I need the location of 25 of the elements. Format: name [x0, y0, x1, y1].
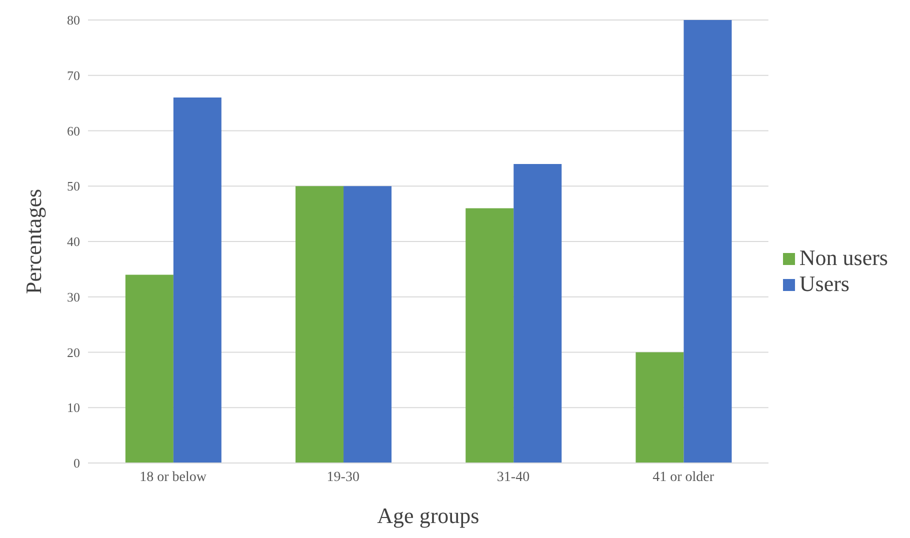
bar — [514, 164, 562, 463]
legend-label: Non users — [799, 244, 888, 270]
y-axis-title: Percentages — [20, 188, 46, 294]
y-tick-label: 80 — [67, 12, 80, 28]
legend-label: Users — [799, 270, 850, 296]
x-tick-label: 18 or below — [140, 470, 208, 485]
bar — [173, 98, 222, 463]
y-tick-label: 20 — [67, 344, 80, 360]
bar — [296, 186, 344, 463]
y-tick-label: 70 — [67, 68, 80, 83]
y-tick-label: 0 — [74, 456, 80, 471]
bar — [466, 208, 514, 463]
bar — [125, 274, 174, 463]
y-tick-label: 40 — [67, 234, 80, 250]
x-tick-label: 19-30 — [326, 470, 360, 485]
y-tick-label: 60 — [67, 123, 80, 138]
bar — [684, 20, 732, 463]
y-tick-label: 50 — [67, 178, 80, 194]
y-tick-label: 10 — [67, 400, 80, 416]
bar — [344, 186, 392, 463]
y-tick-label: 30 — [67, 289, 80, 304]
x-axis-title: Age groups — [377, 503, 480, 528]
bar — [636, 352, 684, 463]
x-tick-label: 31-40 — [496, 470, 530, 485]
x-tick-label: 41 or older — [652, 470, 714, 485]
